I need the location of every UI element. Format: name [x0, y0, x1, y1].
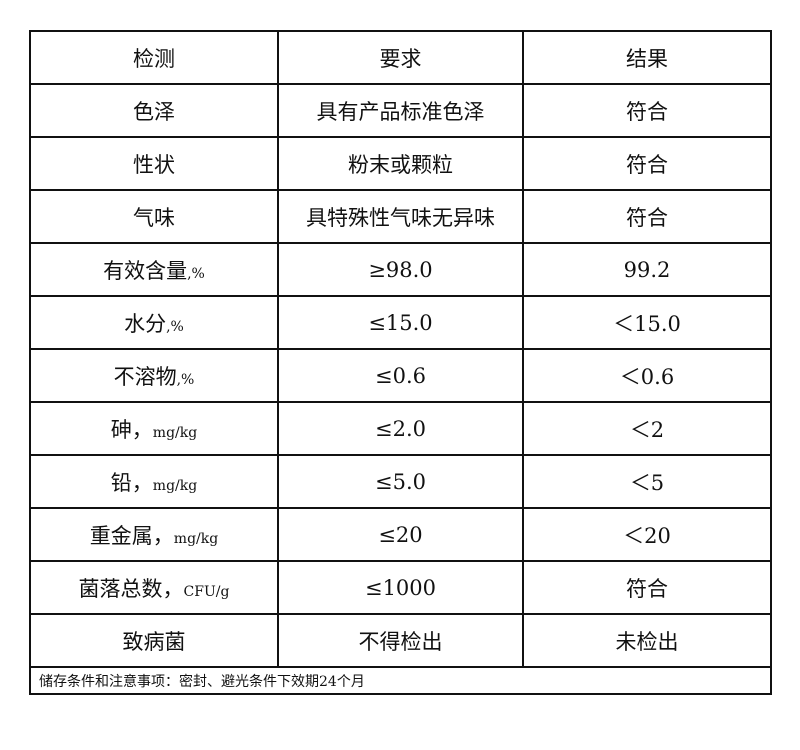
test-label: 水分: [124, 311, 167, 336]
test-name: 水分,%: [29, 295, 279, 350]
result: 符合: [522, 83, 772, 138]
test-name: 有效含量,%: [29, 242, 279, 297]
test-label: 不溶物: [113, 364, 177, 389]
test-name: 致病菌: [29, 613, 279, 668]
result: 99.2: [522, 242, 772, 297]
requirement: ≤15.0: [277, 295, 524, 350]
table-row: 水分,% ≤15.0 ＜15.0: [29, 295, 772, 350]
header-result: 结果: [522, 30, 772, 85]
test-unit: mg/kg: [173, 530, 219, 547]
header-row: 检测 要求 结果: [29, 30, 772, 85]
requirement: ≤20: [277, 507, 524, 562]
result: ＜5: [522, 454, 772, 509]
inspection-table: 检测 要求 结果 色泽 具有产品标准色泽 符合 性状 粉末或颗粒 符合 气味 具特殊…: [29, 30, 772, 695]
test-unit: CFU/g: [183, 583, 230, 600]
table-row: 性状 粉末或颗粒 符合: [29, 136, 772, 191]
requirement: 具有产品标准色泽: [277, 83, 524, 138]
footer-row: 储存条件和注意事项：密封、避光条件下效期24个月: [29, 666, 772, 695]
result: 符合: [522, 560, 772, 615]
header-test: 检测: [29, 30, 279, 85]
test-unit: ,%: [187, 265, 205, 282]
requirement: ≤5.0: [277, 454, 524, 509]
test-unit: mg/kg: [152, 424, 198, 441]
table-row: 铅，mg/kg ≤5.0 ＜5: [29, 454, 772, 509]
table-row: 不溶物,% ≤0.6 ＜0.6: [29, 348, 772, 403]
table-row: 色泽 具有产品标准色泽 符合: [29, 83, 772, 138]
test-name: 不溶物,%: [29, 348, 279, 403]
result: 符合: [522, 136, 772, 191]
table-row: 致病菌 不得检出 未检出: [29, 613, 772, 668]
storage-note: 储存条件和注意事项：密封、避光条件下效期24个月: [29, 666, 772, 695]
result: ＜15.0: [522, 295, 772, 350]
requirement: 粉末或颗粒: [277, 136, 524, 191]
result: ＜2: [522, 401, 772, 456]
header-requirement: 要求: [277, 30, 524, 85]
table-row: 有效含量,% ≥98.0 99.2: [29, 242, 772, 297]
test-label: 有效含量: [103, 258, 188, 283]
test-name: 气味: [29, 189, 279, 244]
table-row: 砷，mg/kg ≤2.0 ＜2: [29, 401, 772, 456]
test-label: 性状: [133, 152, 175, 177]
requirement: ≤0.6: [277, 348, 524, 403]
requirement: ≤2.0: [277, 401, 524, 456]
requirement: ≤1000: [277, 560, 524, 615]
test-name: 重金属，mg/kg: [29, 507, 279, 562]
test-label: 菌落总数，: [78, 576, 184, 601]
test-unit: ,%: [176, 371, 195, 388]
test-name: 铅，mg/kg: [29, 454, 279, 509]
test-name: 色泽: [29, 83, 279, 138]
test-name: 性状: [29, 136, 279, 191]
result: 符合: [522, 189, 772, 244]
test-label: 铅，: [110, 470, 153, 495]
table-row: 气味 具特殊性气味无异味 符合: [29, 189, 772, 244]
test-label: 色泽: [133, 99, 175, 124]
requirement: 具特殊性气味无异味: [277, 189, 524, 244]
table-row: 重金属，mg/kg ≤20 ＜20: [29, 507, 772, 562]
test-name: 砷，mg/kg: [29, 401, 279, 456]
result: 未检出: [522, 613, 772, 668]
test-unit: ,%: [166, 318, 184, 335]
requirement: 不得检出: [277, 613, 524, 668]
result: ＜20: [522, 507, 772, 562]
test-label: 重金属，: [89, 523, 174, 548]
requirement: ≥98.0: [277, 242, 524, 297]
result: ＜0.6: [522, 348, 772, 403]
table-row: 菌落总数，CFU/g ≤1000 符合: [29, 560, 772, 615]
test-label: 气味: [133, 205, 175, 230]
test-label: 砷，: [110, 417, 153, 442]
test-name: 菌落总数，CFU/g: [29, 560, 279, 615]
test-unit: mg/kg: [152, 477, 198, 494]
test-label: 致病菌: [122, 629, 186, 654]
